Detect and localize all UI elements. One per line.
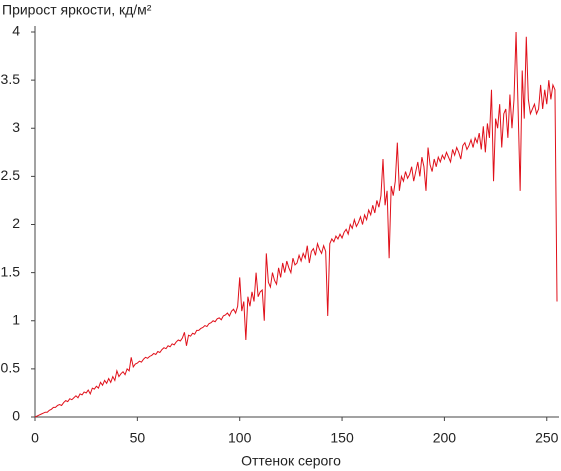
x-tick-label: 50 [130, 430, 146, 446]
y-tick-label: 4 [12, 23, 20, 39]
y-tick-label: 0 [12, 408, 20, 424]
x-tick-label: 150 [330, 430, 354, 446]
chart-title: Прирост яркости, кд/м² [2, 2, 152, 18]
y-tick-label: 1 [12, 311, 20, 327]
data-line [34, 31, 558, 418]
x-axis-label: Оттенок серого [241, 453, 341, 469]
y-tick-label: 2 [12, 215, 20, 231]
y-tick-label: 3.5 [1, 71, 21, 87]
x-tick-label: 200 [433, 430, 457, 446]
y-tick-label: 2.5 [1, 167, 21, 183]
x-tick-label: 250 [535, 430, 559, 446]
y-tick-label: 0.5 [1, 360, 21, 376]
x-tick-label: 0 [31, 430, 39, 446]
x-tick-label: 100 [228, 430, 252, 446]
y-tick-label: 3 [12, 119, 20, 135]
y-tick-label: 1.5 [1, 263, 21, 279]
